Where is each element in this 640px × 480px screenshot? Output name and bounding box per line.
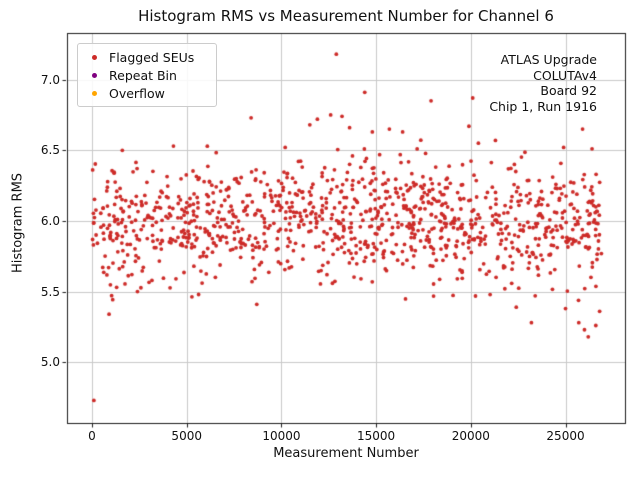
y-tick-label: 6.0: [40, 213, 60, 228]
legend-label: Flagged SEUs: [109, 49, 195, 65]
annotation-block: ATLAS Upgrade COLUTAv4 Board 92 Chip 1, …: [489, 52, 597, 114]
x-tick-label: 10000: [262, 429, 301, 443]
y-tick-label: 5.0: [40, 355, 60, 370]
x-axis-label: Measurement Number: [273, 446, 419, 461]
x-tick-label: 20000: [451, 429, 490, 443]
chart-title: Histogram RMS vs Measurement Number for …: [138, 7, 554, 25]
y-axis-label: Histogram RMS: [10, 172, 26, 274]
overflow-dot-icon: [92, 90, 97, 96]
y-tick-label: 6.5: [40, 143, 60, 158]
flagged-seus-dot-icon: [92, 54, 97, 60]
legend-label: Repeat Bin: [109, 67, 177, 83]
x-tick-label: 0: [88, 429, 96, 443]
x-tick-label: 15000: [357, 429, 396, 443]
legend-item-repeat-bin: Repeat Bin: [78, 66, 216, 84]
legend: Flagged SEUs Repeat Bin Overflow: [77, 43, 217, 107]
y-tick-label: 7.0: [40, 72, 60, 87]
x-tick-label: 5000: [171, 429, 202, 443]
y-tick-label: 5.5: [40, 284, 60, 299]
legend-label: Overflow: [109, 85, 165, 101]
legend-item-flagged-seus: Flagged SEUs: [78, 48, 216, 66]
annotation-line: Board 92: [540, 83, 597, 98]
repeat-bin-dot-icon: [92, 72, 97, 78]
annotation-line: Chip 1, Run 1916: [489, 98, 597, 114]
legend-item-overflow: Overflow: [78, 84, 216, 102]
x-tick-label: 25000: [546, 429, 585, 443]
annotation-line: ATLAS Upgrade: [500, 52, 597, 67]
annotation-line: COLUTAv4: [533, 67, 597, 83]
